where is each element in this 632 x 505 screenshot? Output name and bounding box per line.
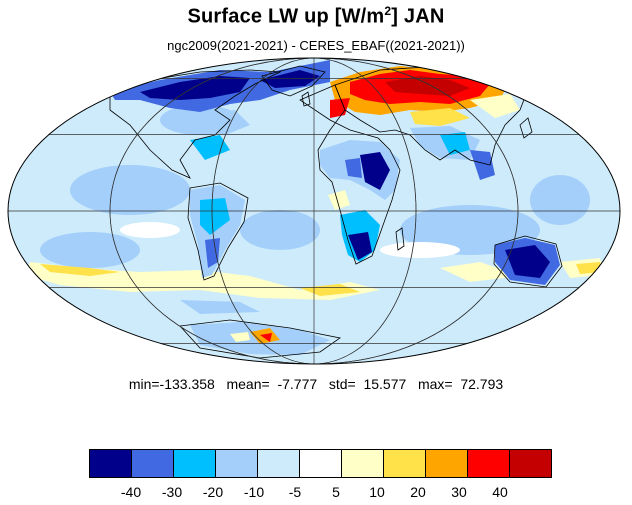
north-america-coast [109,69,282,179]
colorbar-swatch [89,449,132,478]
colorbar-tick-labels: -40 -30 -20 -10 -5 5 10 20 30 40 [90,484,540,502]
colorbar-swatch [509,449,552,478]
colorbar-tick-label: 40 [492,484,508,500]
madagascar-coast [395,227,405,251]
eurasia-field [330,98,350,118]
ocean-patch [40,232,140,268]
north-america-field [190,135,230,160]
title-main: Surface LW up [W/m [187,5,385,28]
plot-subtitle: ngc2009(2021-2021) - CERES_EBAF((2021-20… [167,38,465,53]
colorbar-tick-label: -20 [202,484,224,500]
antarctica-field [260,333,272,342]
graticule-layer [8,58,620,364]
south-america-field [205,238,220,268]
antarctica-coast [179,319,341,359]
africa-field [328,190,350,210]
anomaly-field-layer [25,60,605,355]
plot-title: Surface LW up [W/m2] JAN [0,4,632,29]
coastline-layer [109,65,595,359]
australia-coast [493,235,563,288]
ocean-patch [70,165,190,215]
title-superscript: 2 [384,4,392,18]
africa-field [348,232,372,260]
ocean-patch [380,242,460,258]
ocean-patch [400,205,540,255]
antarctica-field [230,332,250,342]
colorbar-tick-label: 20 [410,484,426,500]
colorbar-swatch [215,449,258,478]
asia-field [440,132,470,155]
title-suffix: ] JAN [391,5,445,28]
europe-africa-coast [299,84,401,265]
southern-ocean-band [180,300,260,314]
eurasia-field [470,94,520,118]
colorbar [89,449,552,478]
colorbar-swatch [257,449,300,478]
colorbar-tick-label: -5 [288,484,302,500]
colorbar-swatch [425,449,468,478]
greenland-coast [261,65,326,97]
colorbar-swatch [299,449,342,478]
north-america-field [140,76,250,100]
south-america-field [200,198,230,235]
colorbar-swatch [131,449,174,478]
colorbar-swatch [467,449,510,478]
south-america-coast [187,182,249,281]
southern-ocean-band [300,284,360,296]
north-america-field [200,110,250,135]
australia-field [505,245,550,278]
uk-coast [301,91,311,107]
africa-field [360,152,390,190]
colorbar-swatch [383,449,426,478]
colorbar-tick-label: 10 [369,484,385,500]
meridian-line [109,58,519,364]
ocean-patch [120,222,180,238]
se-asia-field [470,150,495,180]
colorbar-tick-label: -10 [243,484,265,500]
japan-coast [519,117,533,139]
map-outline [7,57,621,365]
southern-ocean-band [440,262,520,282]
eurasia-field [410,108,470,126]
africa-field [345,158,362,178]
greenland-field [260,70,320,88]
colorbar-swatch [173,449,216,478]
colorbar-tick-label: 30 [451,484,467,500]
ocean-patch [240,210,320,250]
colorbar-tick-label: -40 [120,484,142,500]
colorbar-tick-label: 5 [332,484,340,500]
southern-ocean-band [40,264,120,276]
colorbar-swatch [341,449,384,478]
meridian-line [211,58,417,364]
eurasia-field [385,76,470,96]
ocean-patch [530,175,590,225]
statistics-line: min=-133.358 mean= -7.777 std= 15.577 ma… [128,376,504,392]
colorbar-tick-label: -30 [161,484,183,500]
